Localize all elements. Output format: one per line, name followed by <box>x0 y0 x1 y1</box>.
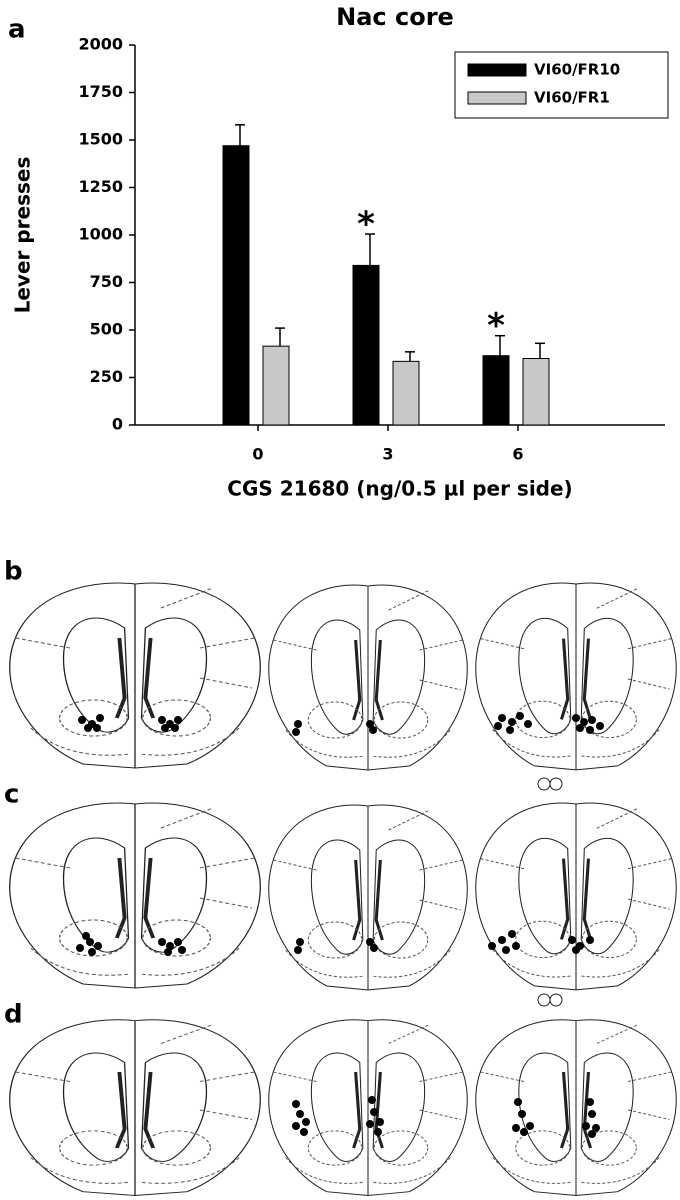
significance-marker: * <box>357 205 375 245</box>
panel-label: b <box>4 557 23 587</box>
x-tick-label: 6 <box>512 445 523 464</box>
legend-label: VI60/FR10 <box>534 61 620 79</box>
brain-section <box>7 581 263 770</box>
panel-label: d <box>4 1000 23 1030</box>
y-tick-label: 1750 <box>78 82 123 101</box>
significance-marker: * <box>487 306 505 346</box>
y-tick-label: 1500 <box>78 130 123 149</box>
y-tick-label: 250 <box>90 367 123 386</box>
y-axis-label: Lever presses <box>11 157 35 314</box>
marker-circle <box>537 993 551 1007</box>
chart-title: Nac core <box>336 3 454 31</box>
x-tick-label: 0 <box>252 445 263 464</box>
marker-circle <box>537 777 551 791</box>
y-tick-label: 2000 <box>78 35 123 54</box>
y-tick-label: 750 <box>90 272 123 291</box>
bar <box>482 355 510 426</box>
marker-circle <box>549 993 563 1007</box>
brain-section <box>267 803 469 992</box>
brain-section <box>474 1018 678 1198</box>
brain-section <box>474 581 678 772</box>
bar <box>262 345 290 426</box>
brain-section <box>7 801 263 990</box>
y-tick-label: 1250 <box>78 177 123 196</box>
brain-section <box>267 583 469 772</box>
panel-label: a <box>8 15 26 45</box>
bar <box>222 145 250 426</box>
bar <box>352 264 380 426</box>
panel-label: c <box>4 780 19 810</box>
placement-dots <box>76 712 604 1138</box>
legend <box>454 51 669 119</box>
brain-section <box>267 1018 469 1198</box>
y-tick-label: 1000 <box>78 225 123 244</box>
y-tick-label: 0 <box>112 415 123 434</box>
x-tick-label: 3 <box>382 445 393 464</box>
brain-sections <box>7 581 678 1198</box>
x-axis-label: CGS 21680 (ng/0.5 µl per side) <box>227 477 572 501</box>
marker-circle <box>549 777 563 791</box>
brain-section <box>7 1017 263 1198</box>
bar <box>522 358 550 426</box>
legend-swatch <box>467 63 527 77</box>
bar <box>392 360 420 426</box>
brain-section <box>474 801 678 992</box>
legend-swatch <box>467 91 527 105</box>
y-tick-label: 500 <box>90 320 123 339</box>
legend-label: VI60/FR1 <box>534 89 610 107</box>
